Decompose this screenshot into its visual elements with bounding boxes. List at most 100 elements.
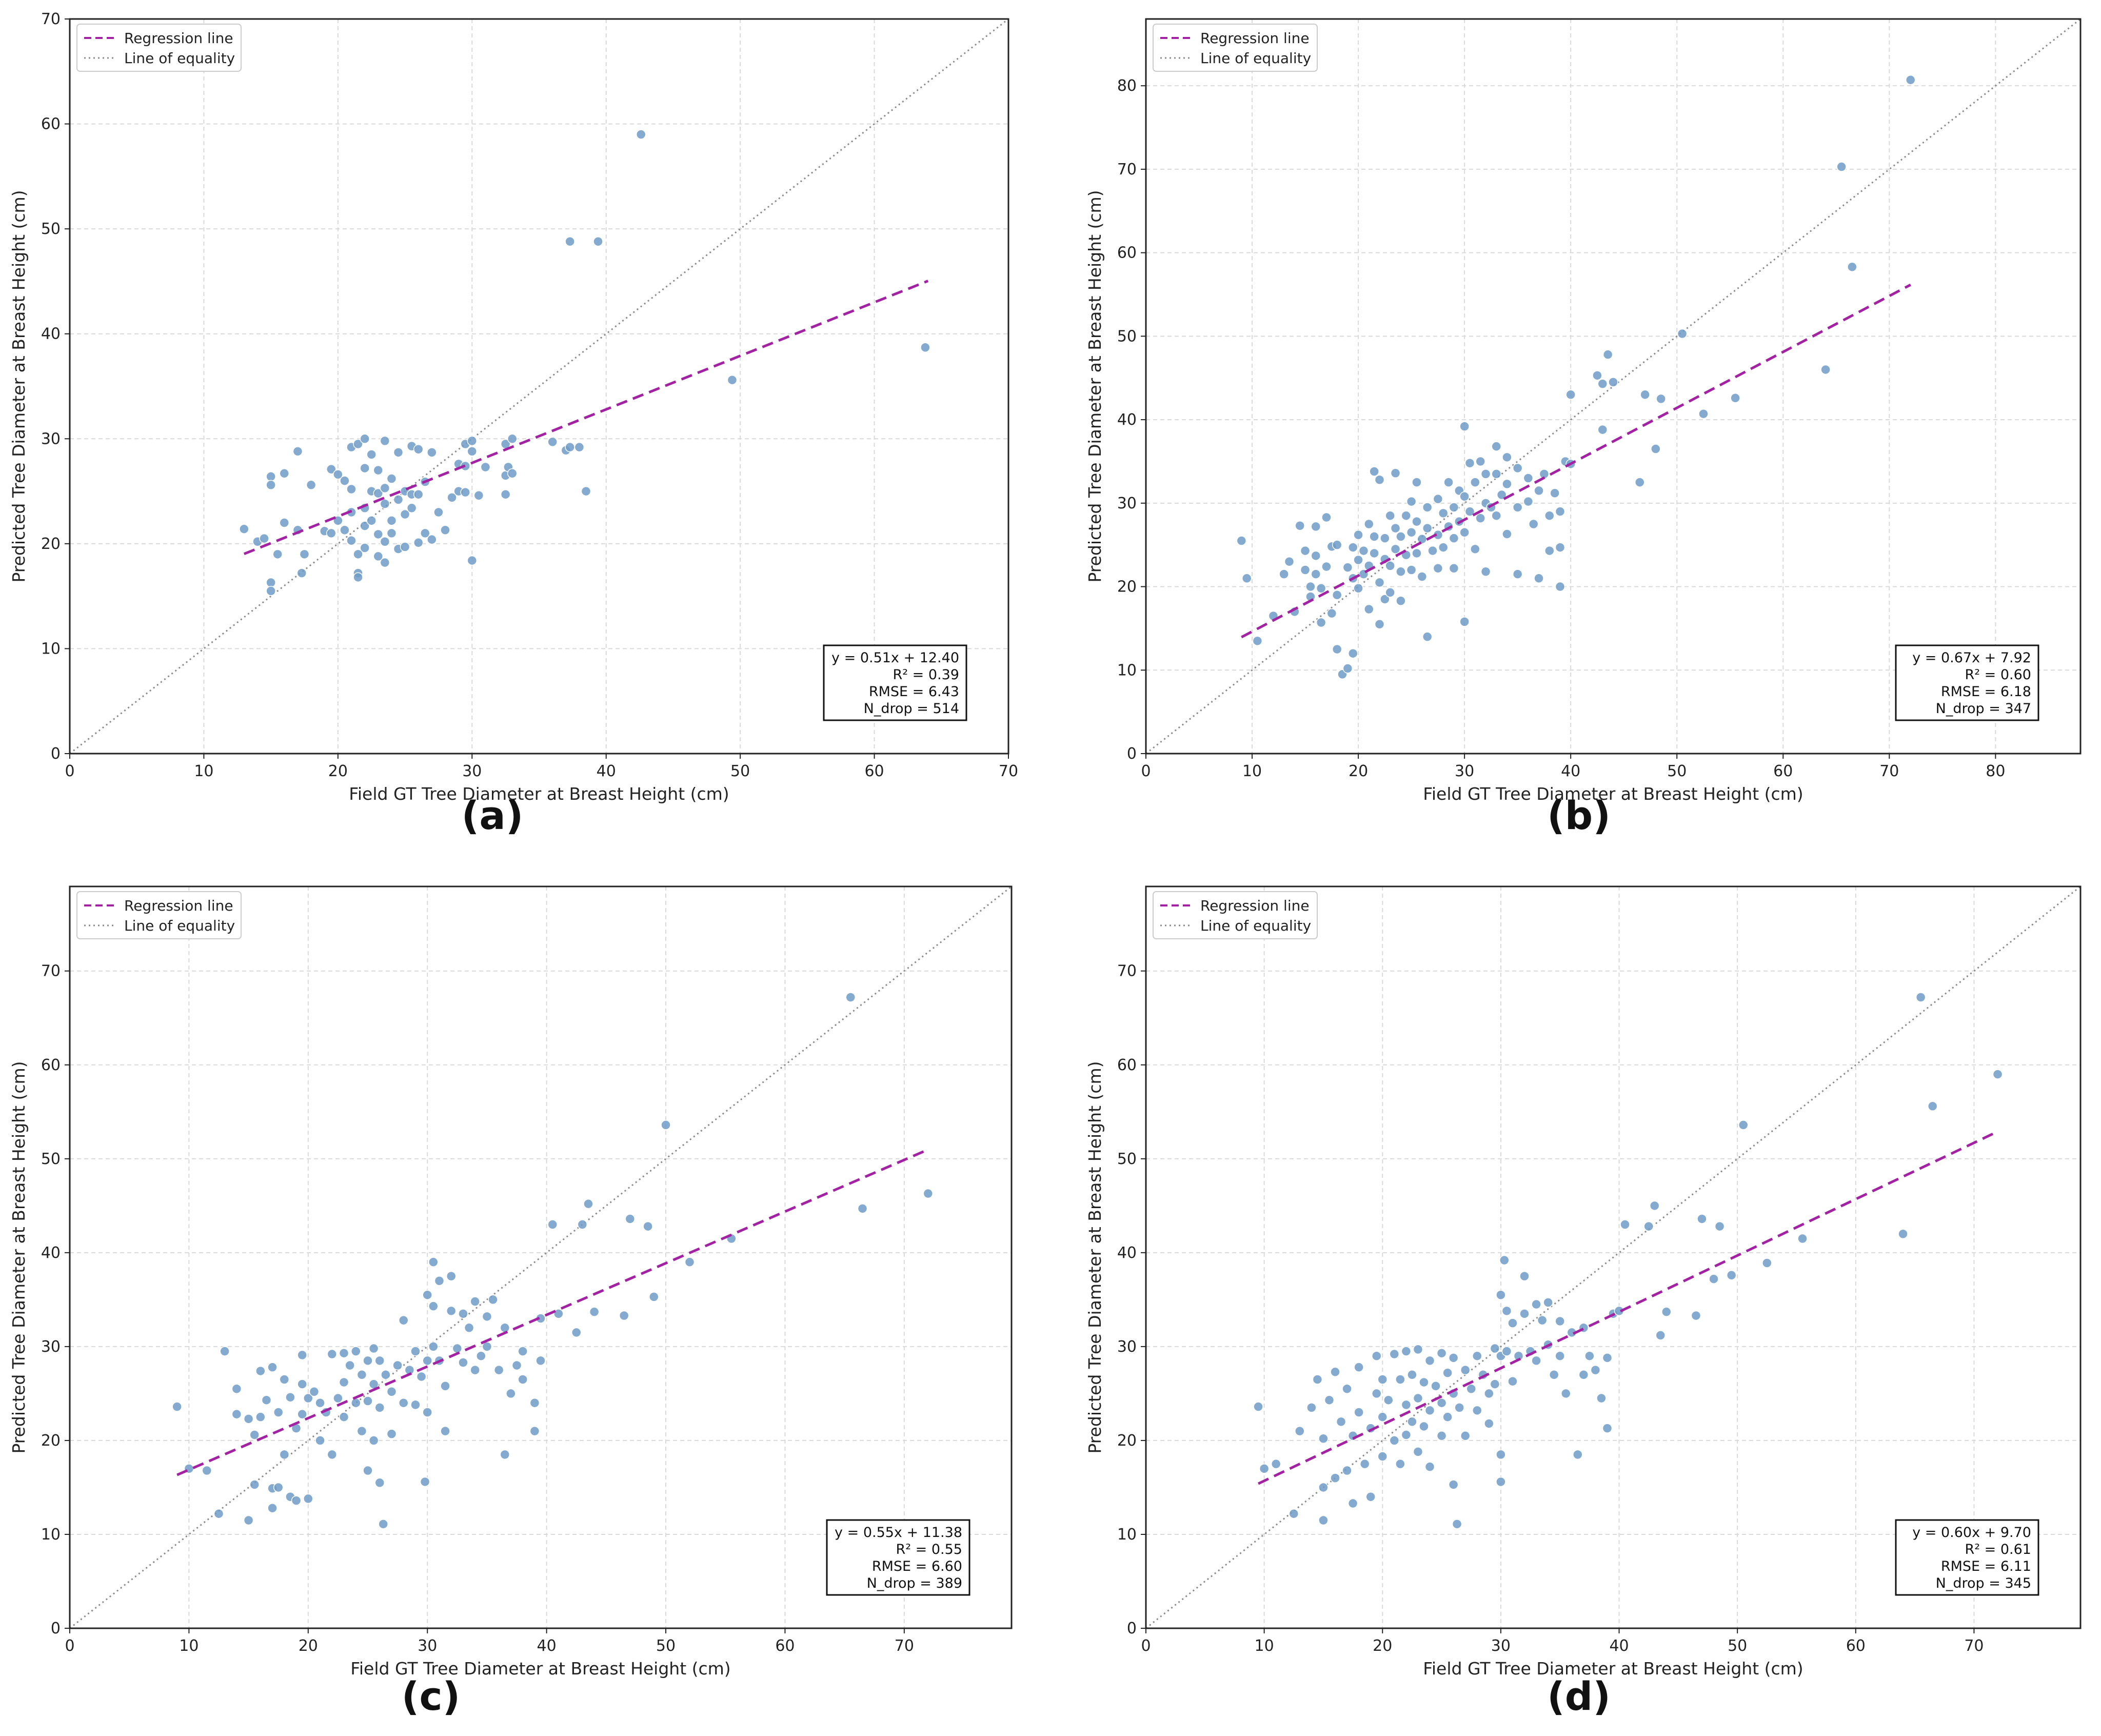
data-point [1691,1310,1701,1321]
data-point [1502,479,1512,489]
data-point [1596,1393,1607,1404]
data-point [1491,441,1501,451]
x-tick-label: 0 [65,1637,74,1655]
data-point [1342,562,1353,573]
data-point [1358,545,1369,556]
data-point [506,1388,516,1399]
stats-line: R² = 0.55 [896,1542,963,1557]
data-point [1380,594,1390,604]
data-point [1460,1431,1471,1441]
data-point [1442,1368,1453,1378]
data-point [386,474,397,484]
data-point [422,1355,432,1366]
regression-line [176,1148,929,1476]
data-point [1565,389,1576,400]
data-point [380,483,390,494]
data-point [333,1393,343,1404]
data-point [351,1397,361,1408]
data-point [327,1449,338,1460]
legend: Regression line Line of equality [76,891,242,939]
x-tick-label: 30 [462,762,482,780]
data-point [422,1290,432,1300]
stats-line: N_drop = 514 [864,701,959,717]
data-point [255,1412,266,1422]
data-point [565,442,575,452]
data-point [1602,1423,1613,1433]
x-tick-label: 50 [1728,1637,1747,1655]
stats-line: y = 0.55x + 11.38 [835,1525,962,1541]
axes-frame [69,885,1013,1629]
data-point [1412,516,1422,527]
data-point [1592,370,1602,381]
data-point [1484,1388,1494,1399]
data-point [1395,1458,1405,1469]
data-point [296,568,307,578]
data-point [1537,1315,1548,1326]
data-point [172,1402,182,1412]
data-point [460,487,470,498]
x-tick-label: 20 [1373,1637,1392,1655]
data-point [447,492,457,503]
data-point [1635,477,1645,487]
y-tick-label: 50 [1117,327,1137,345]
data-point [410,1346,421,1356]
data-point [1390,523,1401,534]
data-point [279,1374,290,1385]
data-point [351,1346,361,1356]
data-point [1295,1426,1305,1436]
data-point [1555,581,1565,592]
data-point [1364,604,1374,615]
data-point [1472,1351,1482,1361]
data-point [373,529,384,540]
data-point [507,468,518,479]
data-point [381,1370,391,1380]
data-point [1698,408,1709,419]
data-point [1390,544,1401,555]
data-point [374,1403,385,1413]
data-point [1413,1447,1423,1457]
x-axis-title: Field GT Tree Diameter at Breast Height … [349,784,729,804]
x-tick-label: 70 [1879,762,1899,780]
x-axis-title: Field GT Tree Diameter at Breast Height … [350,1659,730,1679]
stats-line: R² = 0.61 [1965,1542,2032,1557]
data-point [1762,1258,1772,1268]
data-point [473,490,484,501]
data-point [360,463,370,474]
data-point [1385,510,1395,521]
stats-line: R² = 0.39 [893,667,960,683]
data-point [625,1214,636,1224]
y-tick-label: 70 [41,10,61,28]
data-point [636,129,646,140]
data-point [380,499,390,509]
y-axis-title: Predicted Tree Diameter at Breast Height… [1085,1061,1105,1453]
data-point [249,1479,260,1490]
data-point [392,1360,403,1371]
x-tick-label: 30 [418,1637,437,1655]
data-point [1543,1297,1553,1308]
grid [69,18,1009,754]
data-point [581,486,591,497]
data-point [845,992,856,1002]
data-point [393,495,404,505]
stats-line: y = 0.67x + 7.92 [1912,650,2031,666]
data-point [1459,617,1470,627]
data-point [333,469,343,480]
y-tick-label: 20 [1117,578,1137,596]
data-point [1396,596,1406,606]
data-point [467,436,478,446]
data-point [413,444,424,455]
data-point [1406,496,1417,507]
data-point [1289,1508,1299,1519]
data-point [1413,1344,1423,1355]
data-point [1342,663,1353,674]
data-point [1401,1346,1412,1356]
y-tick-label: 0 [51,745,61,763]
data-point [231,1409,242,1419]
data-point [353,549,363,560]
data-point [857,1204,868,1214]
data-point [213,1508,224,1519]
data-point [493,1365,504,1375]
data-point [1555,506,1565,517]
data-point [1284,556,1295,567]
data-point [583,1198,593,1209]
